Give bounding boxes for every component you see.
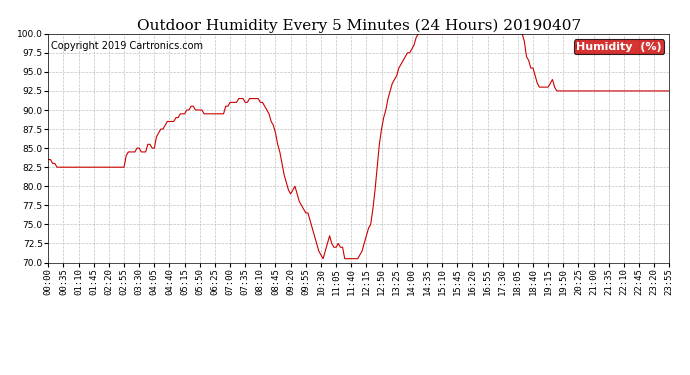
Legend: Humidity  (%): Humidity (%): [573, 39, 664, 54]
Title: Outdoor Humidity Every 5 Minutes (24 Hours) 20190407: Outdoor Humidity Every 5 Minutes (24 Hou…: [137, 18, 581, 33]
Text: Copyright 2019 Cartronics.com: Copyright 2019 Cartronics.com: [51, 40, 204, 51]
